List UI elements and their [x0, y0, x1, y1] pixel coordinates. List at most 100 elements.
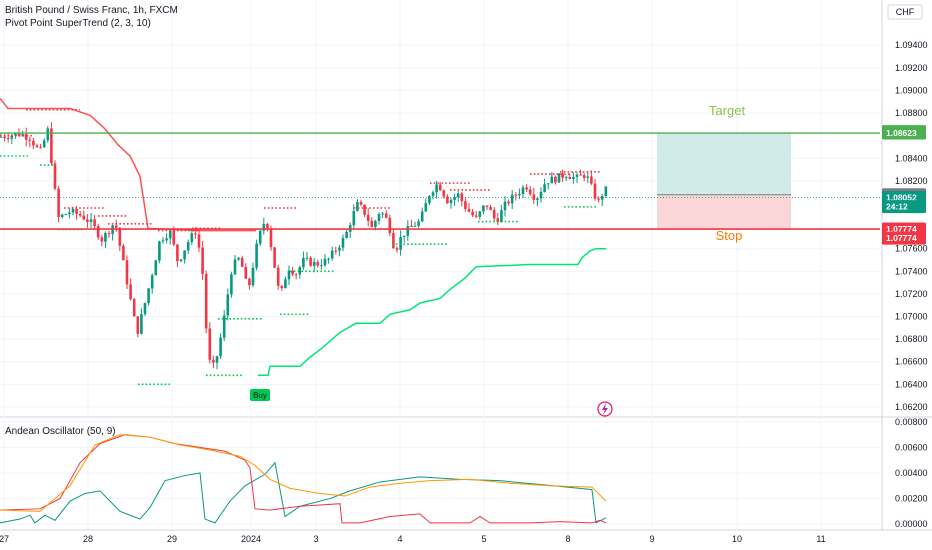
- candle: [518, 188, 521, 200]
- target-label: Target: [709, 103, 746, 118]
- candle: [550, 172, 554, 184]
- candle: [449, 197, 453, 209]
- candle: [68, 207, 71, 219]
- candle-body: [352, 210, 356, 226]
- candle: [428, 195, 431, 206]
- candle: [312, 258, 316, 273]
- candle-body: [107, 233, 111, 235]
- candle-body: [35, 145, 39, 147]
- price-tag-label: 1.08052: [886, 193, 917, 203]
- candle: [539, 187, 543, 203]
- candle-body: [402, 235, 406, 237]
- lightning-icon[interactable]: [597, 401, 613, 417]
- candle-body: [266, 223, 269, 229]
- candle-body: [561, 173, 564, 178]
- candle-body: [359, 201, 363, 205]
- y-tick-label: 1.09200: [895, 63, 928, 73]
- candle-body: [39, 146, 42, 148]
- osc-bear-line: [0, 434, 607, 524]
- candle-body: [53, 163, 57, 189]
- candle: [478, 210, 482, 220]
- candle: [316, 259, 320, 268]
- candle: [302, 251, 305, 270]
- candle-body: [338, 247, 341, 251]
- candle-body: [244, 266, 248, 279]
- candle-body: [381, 213, 384, 215]
- candle: [330, 246, 334, 261]
- y-tick-label: 1.06600: [895, 357, 928, 367]
- x-tick-label: 3: [313, 534, 318, 544]
- candle: [575, 172, 579, 183]
- candle-body: [89, 219, 93, 223]
- candle-body: [42, 140, 46, 148]
- candle: [366, 208, 370, 227]
- candle-body: [50, 128, 53, 164]
- candle: [406, 220, 410, 241]
- candle: [442, 189, 446, 199]
- candle: [334, 246, 338, 255]
- buy-marker[interactable]: Buy: [250, 389, 270, 401]
- candle-body: [6, 138, 10, 140]
- candle: [6, 132, 10, 143]
- candle-body: [86, 219, 89, 223]
- candle: [323, 254, 327, 268]
- candle-body: [330, 250, 334, 259]
- candle: [446, 194, 449, 204]
- candle-body: [204, 273, 208, 329]
- candle-body: [363, 204, 366, 215]
- candle-body: [57, 188, 60, 218]
- x-tick-label: 5: [481, 534, 486, 544]
- candle: [564, 175, 568, 182]
- candle: [388, 214, 392, 237]
- candle: [89, 213, 93, 228]
- candle-body: [154, 260, 158, 276]
- candle-body: [71, 208, 75, 213]
- candle-body: [298, 267, 302, 275]
- candle-body: [492, 210, 496, 219]
- candle: [485, 205, 489, 211]
- candle: [212, 355, 215, 369]
- candle: [230, 271, 233, 298]
- candle-body: [75, 208, 78, 214]
- candle-body: [388, 217, 392, 234]
- y-tick-label: 1.07600: [895, 244, 928, 254]
- candle-body: [557, 173, 561, 183]
- y-tick-label: 1.09000: [895, 85, 928, 95]
- symbol-title: British Pound / Swiss Franc, 1h, FXCM: [5, 5, 178, 16]
- candle: [456, 190, 460, 203]
- candle: [100, 234, 104, 247]
- candle-body: [453, 197, 456, 200]
- candle: [136, 316, 140, 338]
- candle-body: [208, 328, 212, 360]
- candle: [338, 244, 341, 257]
- y-tick-label: 1.08200: [895, 176, 928, 186]
- x-tick-label: 2024: [241, 534, 261, 544]
- candle: [521, 185, 525, 199]
- y-tick-label: 1.07200: [895, 289, 928, 299]
- candle: [107, 230, 111, 238]
- candle-body: [600, 195, 604, 200]
- candle-body: [356, 201, 359, 211]
- currency-badge[interactable]: CHF: [887, 4, 923, 20]
- candle: [568, 173, 572, 180]
- candle: [503, 196, 507, 217]
- candle: [514, 192, 518, 201]
- grid-lines: [0, 0, 932, 531]
- candle: [586, 172, 590, 184]
- position-zones: [0, 133, 880, 230]
- candle: [482, 205, 485, 215]
- candle-body: [366, 214, 370, 221]
- candle-body: [291, 270, 294, 275]
- price-tag-bg: [882, 231, 926, 245]
- candle-body: [197, 234, 201, 248]
- candle: [471, 208, 474, 218]
- candle: [176, 243, 179, 268]
- price-tag: 1.07774: [882, 231, 926, 245]
- candle-body: [287, 270, 291, 280]
- price-tag-bg: [882, 126, 926, 140]
- candle: [327, 257, 330, 264]
- candle-body: [46, 128, 50, 141]
- candle: [53, 160, 57, 191]
- candle-body: [219, 337, 222, 357]
